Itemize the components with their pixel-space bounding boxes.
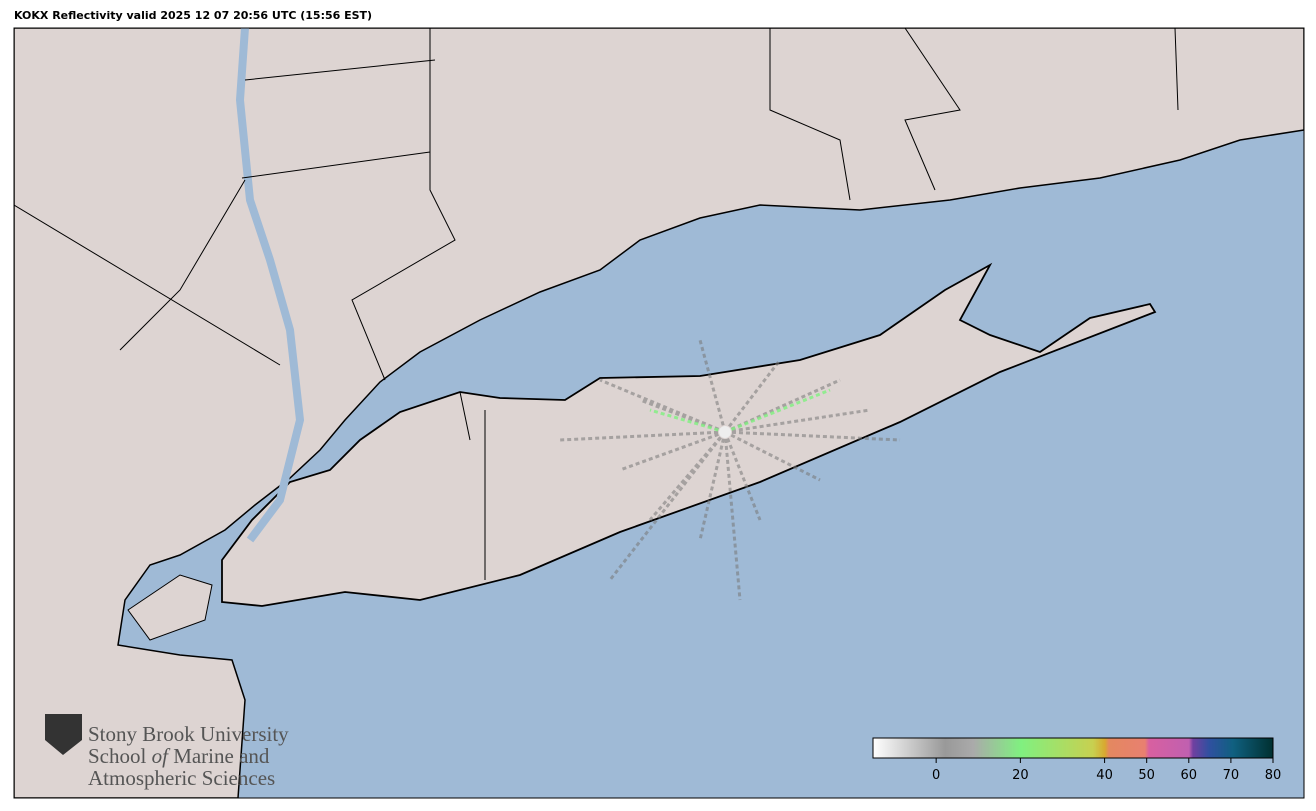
logo-word: of bbox=[152, 744, 172, 768]
staten-island bbox=[127, 574, 213, 641]
colorbar-tick-label: 50 bbox=[1138, 768, 1155, 783]
map-frame bbox=[13, 27, 1305, 799]
colorbar-tick-label: 60 bbox=[1181, 768, 1198, 783]
map bbox=[14, 28, 1304, 798]
colorbar-tick-label: 80 bbox=[1265, 768, 1282, 783]
logo-word: Marine and bbox=[173, 744, 270, 768]
logo-line: School of Marine and bbox=[88, 744, 270, 768]
colorbar bbox=[872, 737, 1274, 759]
long-island bbox=[221, 262, 1157, 607]
colorbar-tick-label: 0 bbox=[932, 768, 940, 783]
colorbar-tick-label: 20 bbox=[1012, 768, 1029, 783]
colorbar-tick-label: 40 bbox=[1096, 768, 1113, 783]
radar-site bbox=[719, 426, 731, 438]
colorbar-ticks: 0 20 40 50 60 70 80 bbox=[932, 758, 1281, 783]
logo-line: Atmospheric Sciences bbox=[88, 766, 275, 790]
logo-shield bbox=[45, 714, 82, 755]
logo-word: School bbox=[88, 744, 147, 768]
hudson-river bbox=[235, 28, 305, 543]
radar-echoes bbox=[559, 339, 901, 601]
mainland bbox=[14, 28, 1304, 798]
title: KOKX Reflectivity valid 2025 12 07 20:56… bbox=[14, 9, 372, 22]
logo: Stony Brook University School of Marine … bbox=[45, 714, 289, 790]
colorbar-tick-label: 70 bbox=[1223, 768, 1240, 783]
borders bbox=[14, 28, 1179, 580]
logo-line: Stony Brook University bbox=[88, 722, 289, 746]
